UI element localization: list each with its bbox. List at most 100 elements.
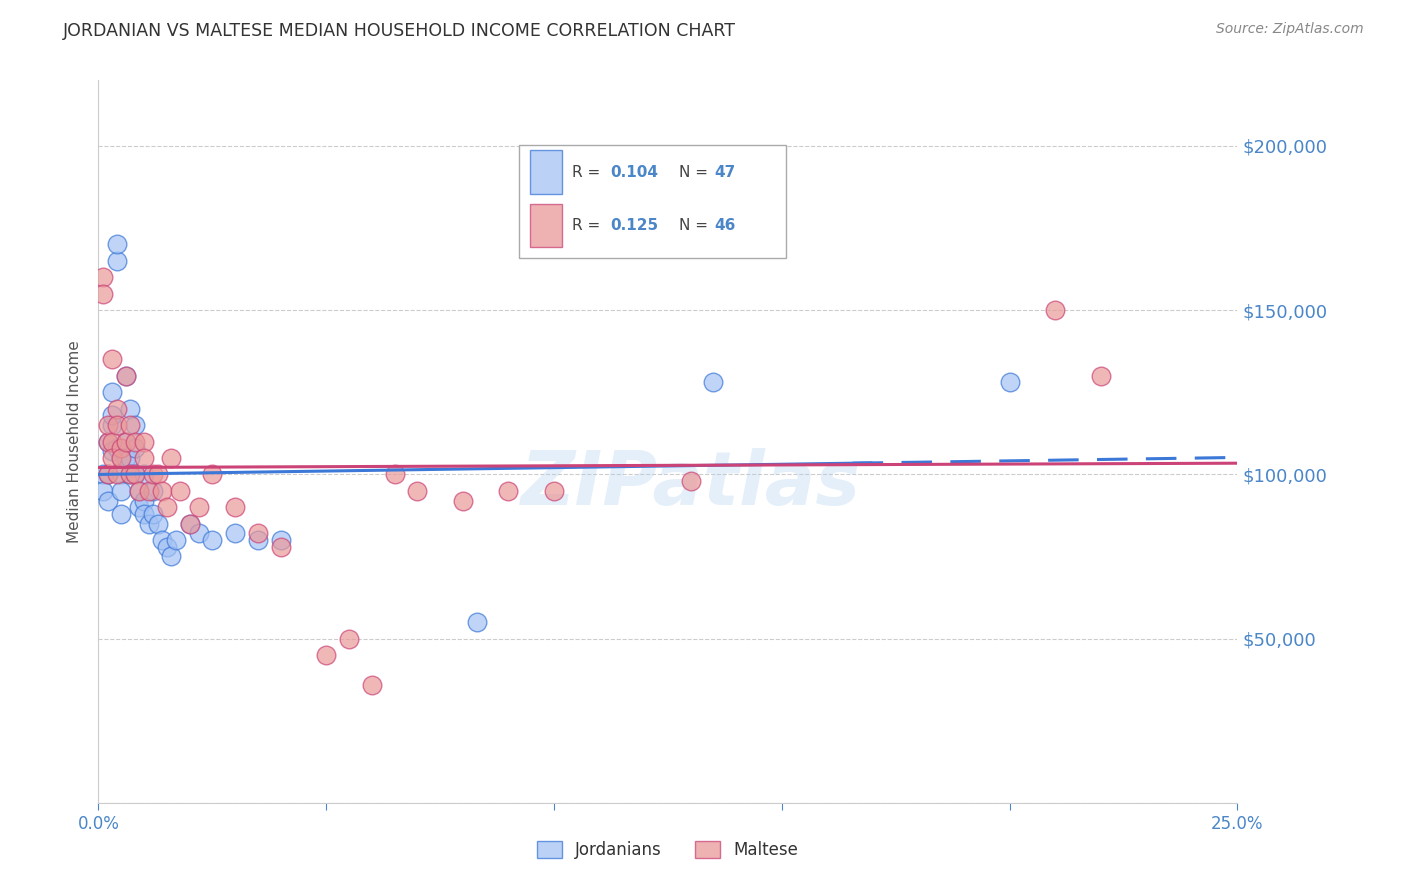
Point xyxy=(132,450,155,465)
Point xyxy=(120,401,142,416)
Point xyxy=(160,450,183,465)
Point xyxy=(1090,368,1112,383)
Point xyxy=(120,450,142,465)
Point xyxy=(105,441,128,455)
Point xyxy=(146,516,169,531)
Legend: Jordanians, Maltese: Jordanians, Maltese xyxy=(537,841,799,860)
Point xyxy=(96,434,118,449)
Point xyxy=(246,533,269,547)
Point xyxy=(679,474,702,488)
Text: 46: 46 xyxy=(714,218,735,233)
Point xyxy=(156,540,179,554)
Point xyxy=(101,352,124,367)
Point xyxy=(120,467,142,482)
Point xyxy=(1043,303,1066,318)
Text: N =: N = xyxy=(679,218,713,233)
Point xyxy=(224,526,246,541)
Point xyxy=(138,483,160,498)
Point xyxy=(132,493,155,508)
Point xyxy=(110,483,132,498)
Point xyxy=(132,467,155,482)
Point xyxy=(150,533,173,547)
Point xyxy=(124,441,146,455)
Point xyxy=(406,483,429,498)
Point xyxy=(315,648,337,662)
Point xyxy=(201,533,224,547)
Point xyxy=(998,376,1021,390)
Point xyxy=(114,434,136,449)
Point xyxy=(105,418,128,433)
Text: 47: 47 xyxy=(714,164,735,179)
Point xyxy=(101,434,124,449)
Text: JORDANIAN VS MALTESE MEDIAN HOUSEHOLD INCOME CORRELATION CHART: JORDANIAN VS MALTESE MEDIAN HOUSEHOLD IN… xyxy=(63,22,737,40)
Point xyxy=(384,467,406,482)
Point xyxy=(128,483,150,498)
FancyBboxPatch shape xyxy=(530,203,562,247)
Point xyxy=(101,450,124,465)
Point xyxy=(337,632,360,646)
Point xyxy=(101,418,124,433)
Point xyxy=(91,483,114,498)
Point xyxy=(165,533,187,547)
Point xyxy=(150,483,173,498)
Point xyxy=(124,467,146,482)
Point xyxy=(498,483,520,498)
Point xyxy=(169,483,191,498)
Point xyxy=(101,385,124,400)
Text: N =: N = xyxy=(679,164,713,179)
Text: 0.104: 0.104 xyxy=(610,164,658,179)
Point xyxy=(128,500,150,515)
Point xyxy=(160,549,183,564)
Point xyxy=(124,418,146,433)
Point xyxy=(110,441,132,455)
Text: ZIPatlas: ZIPatlas xyxy=(520,449,860,522)
Y-axis label: Median Household Income: Median Household Income xyxy=(67,340,83,543)
Point xyxy=(96,467,118,482)
Point xyxy=(110,450,132,465)
Point xyxy=(132,507,155,521)
Point xyxy=(91,270,114,285)
Point xyxy=(360,677,382,691)
Point xyxy=(101,409,124,423)
Text: R =: R = xyxy=(572,164,606,179)
Point xyxy=(120,467,142,482)
Point xyxy=(543,483,565,498)
Point xyxy=(179,516,201,531)
Point xyxy=(142,483,165,498)
Point xyxy=(105,467,128,482)
Point xyxy=(156,500,179,515)
Point xyxy=(105,253,128,268)
Point xyxy=(246,526,269,541)
Text: 0.125: 0.125 xyxy=(610,218,658,233)
Point xyxy=(142,467,165,482)
Point xyxy=(142,507,165,521)
Point xyxy=(114,368,136,383)
Point xyxy=(96,434,118,449)
Point xyxy=(270,540,292,554)
Point xyxy=(179,516,201,531)
Point xyxy=(132,434,155,449)
Point xyxy=(702,376,724,390)
Point xyxy=(101,444,124,458)
Point xyxy=(110,507,132,521)
Point xyxy=(201,467,224,482)
FancyBboxPatch shape xyxy=(519,145,786,258)
Point xyxy=(128,483,150,498)
Point xyxy=(105,237,128,252)
Point xyxy=(114,368,136,383)
Point xyxy=(270,533,292,547)
Point xyxy=(465,615,488,630)
Point xyxy=(187,500,209,515)
Point xyxy=(91,467,114,482)
Text: R =: R = xyxy=(572,218,606,233)
Point xyxy=(114,434,136,449)
Point xyxy=(451,493,474,508)
Point xyxy=(146,467,169,482)
Point xyxy=(96,493,118,508)
Point xyxy=(105,401,128,416)
Point xyxy=(187,526,209,541)
Point xyxy=(224,500,246,515)
Point xyxy=(124,467,146,482)
Point xyxy=(96,418,118,433)
Text: Source: ZipAtlas.com: Source: ZipAtlas.com xyxy=(1216,22,1364,37)
